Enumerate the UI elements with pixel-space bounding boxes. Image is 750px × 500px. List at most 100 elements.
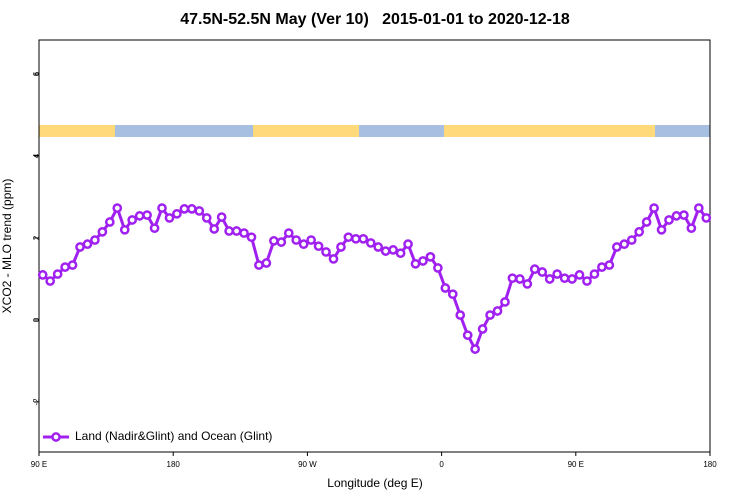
plot-frame bbox=[38, 39, 711, 453]
data-point bbox=[395, 248, 406, 259]
data-point bbox=[276, 237, 287, 247]
data-point bbox=[52, 269, 63, 279]
data-point bbox=[522, 279, 533, 289]
data-point bbox=[455, 310, 466, 320]
data-point bbox=[90, 235, 100, 245]
data-point bbox=[500, 297, 510, 307]
data-point bbox=[634, 227, 645, 237]
data-point bbox=[186, 204, 197, 214]
data-point bbox=[440, 283, 451, 293]
data-point bbox=[380, 246, 391, 256]
data-point bbox=[418, 256, 428, 266]
data-point bbox=[604, 260, 615, 270]
data-point bbox=[239, 228, 249, 238]
data-point bbox=[656, 224, 667, 235]
data-point bbox=[611, 242, 622, 252]
data-point bbox=[529, 264, 540, 275]
data-point bbox=[231, 226, 242, 236]
y-tick-label: 4 bbox=[32, 153, 41, 158]
data-point bbox=[626, 235, 637, 245]
data-point bbox=[373, 242, 384, 252]
data-point bbox=[283, 228, 294, 238]
y-axis-label: XCO2 - MLO trend (ppm) bbox=[0, 179, 14, 314]
y-tick-label: -2 bbox=[32, 398, 41, 406]
data-point bbox=[597, 262, 607, 272]
data-point bbox=[157, 203, 167, 213]
x-tick-label: 90 E bbox=[568, 460, 584, 469]
data-point bbox=[224, 226, 234, 236]
data-point bbox=[201, 213, 212, 223]
data-point bbox=[589, 269, 600, 279]
data-point bbox=[216, 212, 227, 222]
data-point bbox=[104, 217, 115, 227]
data-point bbox=[679, 210, 689, 220]
data-point bbox=[97, 227, 108, 237]
data-point bbox=[246, 232, 257, 243]
data-point bbox=[686, 223, 697, 234]
x-tick-label: 90 E bbox=[31, 460, 47, 469]
data-point bbox=[321, 247, 331, 257]
data-point bbox=[164, 213, 175, 223]
data-point bbox=[119, 224, 130, 235]
data-point bbox=[559, 273, 570, 284]
data-point bbox=[172, 208, 182, 219]
data-line bbox=[41, 204, 708, 353]
data-point bbox=[664, 215, 674, 225]
data-point bbox=[127, 215, 138, 225]
data-point bbox=[194, 206, 205, 216]
data-point bbox=[306, 235, 316, 245]
data-point bbox=[470, 344, 480, 354]
data-point bbox=[537, 267, 548, 277]
x-tick-label: 0 bbox=[439, 460, 444, 469]
data-point bbox=[693, 203, 704, 213]
data-point bbox=[358, 233, 369, 244]
data-point bbox=[37, 270, 48, 280]
data-point bbox=[649, 203, 659, 213]
data-point bbox=[82, 239, 93, 250]
data-point bbox=[343, 232, 354, 243]
data-point bbox=[365, 238, 376, 248]
x-tick-label: 180 bbox=[167, 460, 181, 469]
legend-marker bbox=[51, 432, 61, 442]
data-point bbox=[269, 236, 279, 246]
data-point bbox=[388, 245, 398, 255]
data-point bbox=[179, 204, 190, 214]
x-tick-label: 90 W bbox=[298, 460, 317, 469]
data-point bbox=[291, 235, 302, 245]
data-point bbox=[477, 324, 488, 334]
data-point bbox=[582, 276, 592, 286]
y-tick-label: 2 bbox=[32, 235, 41, 240]
data-point bbox=[298, 239, 309, 250]
y-tick-label: 6 bbox=[32, 71, 41, 76]
legend-label: Land (Nadir&Glint) and Ocean (Glint) bbox=[75, 429, 272, 443]
data-point bbox=[433, 263, 443, 273]
data-point bbox=[515, 274, 525, 284]
chart-title: 47.5N-52.5N May (Ver 10) 2015-01-01 to 2… bbox=[180, 11, 570, 28]
data-point bbox=[462, 330, 473, 341]
data-point bbox=[507, 273, 518, 284]
data-point bbox=[403, 239, 413, 250]
data-point bbox=[485, 310, 495, 320]
land-ocean-strip bbox=[39, 125, 710, 137]
data-point bbox=[60, 262, 70, 272]
data-point bbox=[671, 211, 682, 221]
data-point bbox=[75, 242, 85, 252]
data-point bbox=[112, 203, 123, 213]
data-point bbox=[328, 254, 339, 264]
data-point bbox=[410, 258, 421, 269]
data-point bbox=[425, 252, 436, 262]
data-point bbox=[552, 269, 563, 279]
data-point bbox=[336, 242, 346, 252]
data-point bbox=[641, 217, 652, 227]
data-point bbox=[574, 270, 585, 280]
data-point bbox=[67, 260, 78, 270]
data-point bbox=[45, 276, 56, 286]
data-point bbox=[313, 241, 324, 252]
data-point bbox=[447, 289, 458, 300]
data-point bbox=[567, 274, 577, 284]
data-point bbox=[544, 274, 555, 284]
data-point bbox=[261, 258, 272, 268]
data-point bbox=[492, 306, 503, 316]
data-point bbox=[142, 210, 152, 220]
